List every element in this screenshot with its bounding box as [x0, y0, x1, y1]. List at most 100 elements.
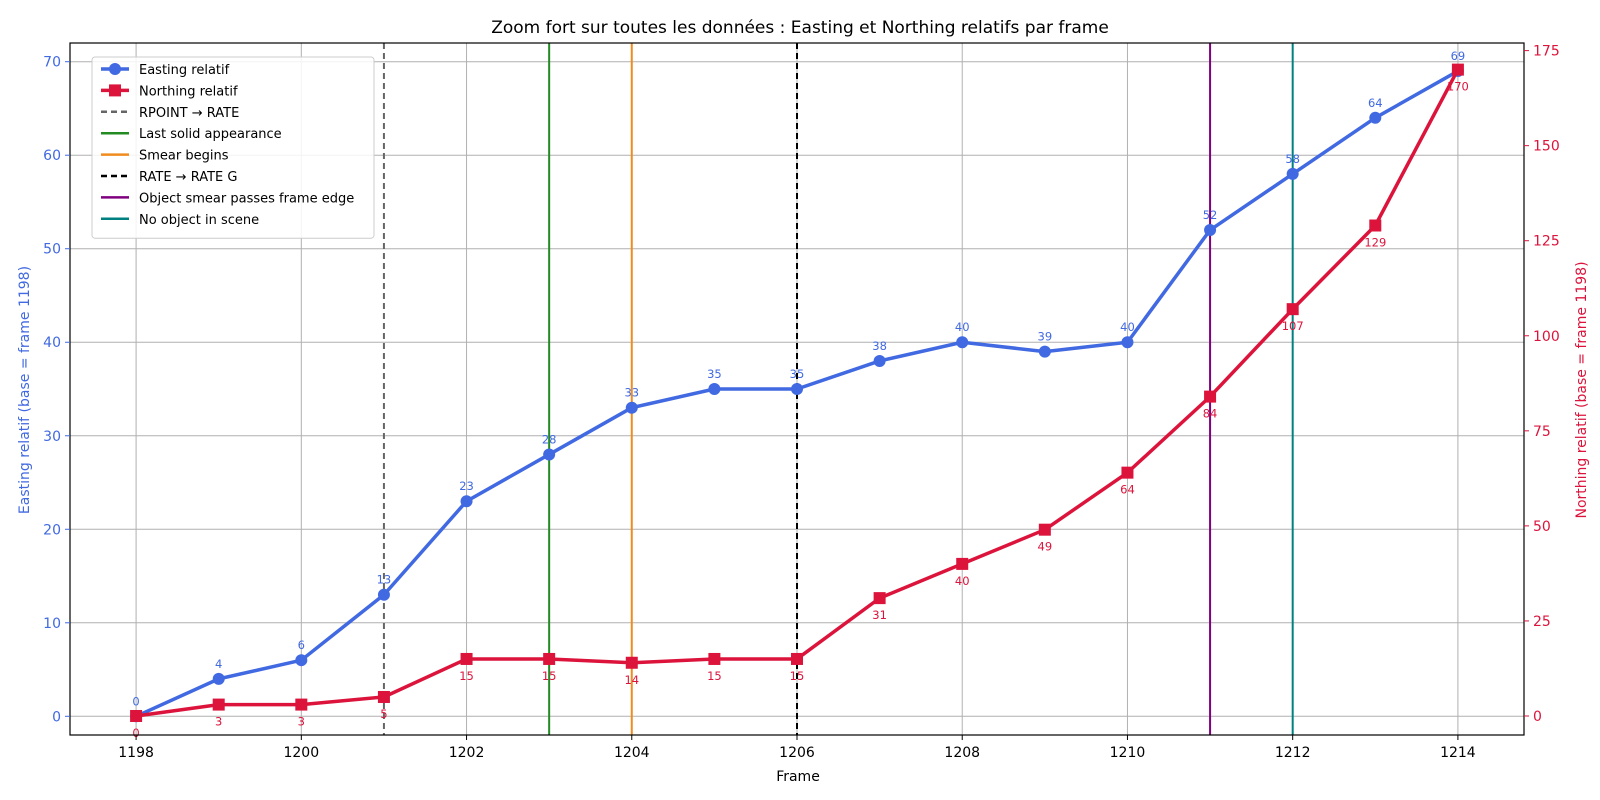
y-right-tick-label: 75	[1533, 424, 1551, 440]
legend-marker	[109, 84, 121, 97]
data-label: 40	[955, 574, 970, 588]
data-label: 3	[298, 715, 305, 729]
chart-title: Zoom fort sur toutes les données : Easti…	[491, 18, 1109, 38]
data-label: 15	[459, 669, 474, 683]
data-label: 0	[132, 694, 139, 708]
data-point	[1038, 345, 1051, 358]
data-point	[543, 652, 556, 665]
data-point	[295, 698, 308, 711]
data-label: 84	[1203, 407, 1218, 421]
data-label: 69	[1451, 49, 1466, 63]
data-label: 23	[459, 479, 474, 493]
y-left-tick-label: 10	[43, 616, 61, 632]
data-label: 49	[1038, 540, 1053, 554]
data-label: 64	[1120, 483, 1135, 497]
y-left-tick-label: 50	[43, 242, 61, 258]
x-tick-label: 1202	[449, 745, 485, 761]
data-label: 4	[215, 657, 222, 671]
data-label: 64	[1368, 96, 1383, 110]
data-label: 170	[1447, 80, 1469, 94]
data-point	[377, 690, 390, 703]
data-point	[543, 448, 556, 461]
data-point	[956, 557, 969, 570]
data-label: 15	[790, 669, 805, 683]
data-label: 35	[790, 367, 805, 381]
data-label: 52	[1203, 208, 1218, 222]
data-point	[1204, 224, 1217, 237]
data-label: 33	[624, 386, 639, 400]
legend-entry-label: Smear begins	[139, 149, 229, 164]
data-label: 5	[380, 707, 387, 721]
legend-entry-label: Object smear passes frame edge	[139, 191, 354, 206]
data-point	[1121, 336, 1134, 349]
data-point	[1204, 390, 1217, 403]
data-label: 58	[1285, 152, 1300, 166]
y-left-tick-label: 70	[43, 55, 61, 71]
series-lines	[130, 63, 1464, 723]
data-point	[460, 495, 473, 508]
y-left-tick-label: 40	[43, 335, 61, 351]
x-tick-label: 1200	[283, 745, 319, 761]
y-axis-left-label: Easting relatif (base = frame 1198)	[17, 266, 33, 514]
y-right-tick-label: 175	[1533, 44, 1560, 60]
axes: 1198 1200 1202 1204 1206 1208 1210 1212 1214 0 10 2…	[43, 42, 1560, 761]
y-right-tick-label: 0	[1533, 709, 1542, 725]
data-label: 3	[215, 715, 222, 729]
x-tick-label: 1208	[944, 745, 980, 761]
legend: Easting relatif Northing relatif RPOINT → …	[91, 56, 375, 239]
y-right-tick-label: 150	[1533, 139, 1560, 155]
x-tick-label: 1212	[1275, 745, 1311, 761]
data-label: 13	[377, 573, 392, 587]
data-point	[130, 709, 143, 722]
legend-marker	[109, 63, 121, 75]
data-label: 28	[542, 432, 557, 446]
data-label: 129	[1364, 236, 1386, 250]
x-tick-label: 1214	[1440, 745, 1476, 761]
data-label: 6	[298, 638, 305, 652]
data-point	[873, 354, 886, 367]
x-tick-label: 1198	[118, 745, 154, 761]
data-point	[1286, 167, 1299, 180]
data-point	[956, 336, 969, 349]
legend-entry-label: Northing relatif	[139, 84, 238, 99]
y-right-tick-label: 125	[1533, 234, 1560, 250]
data-point	[1369, 111, 1382, 124]
y-right-tick-label: 100	[1533, 329, 1560, 345]
data-point	[1121, 466, 1134, 479]
data-point	[625, 401, 638, 414]
data-point	[377, 588, 390, 601]
y-left-tick-label: 60	[43, 148, 61, 164]
x-tick-label: 1210	[1110, 745, 1146, 761]
data-label: 39	[1038, 330, 1053, 344]
data-point	[708, 652, 721, 665]
data-point	[1286, 303, 1299, 316]
legend-entry-label: Last solid appearance	[139, 127, 282, 142]
data-label: 15	[707, 669, 722, 683]
event-lines	[382, 43, 1294, 735]
y-left-tick-label: 20	[43, 522, 61, 538]
y-right-tick-label: 50	[1533, 519, 1551, 535]
x-tick-label: 1206	[779, 745, 815, 761]
data-point	[791, 652, 803, 665]
data-label: 107	[1282, 319, 1304, 333]
data-label: 14	[624, 673, 639, 687]
y-left-tick-label: 0	[52, 709, 61, 725]
x-axis-label: Frame	[776, 769, 820, 785]
data-point	[295, 654, 308, 667]
legend-entry-label: Easting relatif	[139, 63, 230, 78]
data-label: 35	[707, 367, 722, 381]
data-point	[791, 383, 803, 395]
data-point	[625, 656, 638, 669]
data-label: 40	[1120, 320, 1135, 334]
data-point	[212, 698, 225, 711]
data-point	[1369, 219, 1382, 232]
legend-box	[91, 56, 375, 239]
data-point	[873, 592, 886, 605]
data-point	[212, 672, 225, 685]
data-label: 31	[872, 608, 887, 622]
data-point	[1451, 63, 1464, 76]
legend-entry-label: RATE → RATE G	[139, 170, 237, 185]
